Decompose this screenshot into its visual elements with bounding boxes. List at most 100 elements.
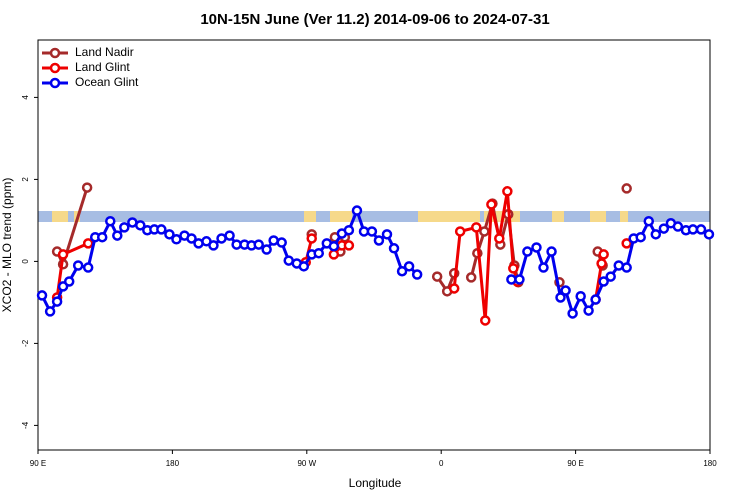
data-point	[351, 205, 363, 216]
y-tick-label: -4	[21, 421, 30, 429]
y-tick-label: 4	[21, 95, 30, 100]
data-point	[575, 291, 586, 302]
data-point	[171, 234, 182, 245]
x-tick-label: 90 E	[567, 459, 583, 468]
data-point	[306, 233, 317, 244]
x-tick-label: 180	[166, 459, 180, 468]
data-point	[328, 240, 340, 252]
data-point	[538, 262, 549, 273]
land-ocean-strip	[38, 211, 710, 222]
x-axis-label: Longitude	[349, 476, 402, 490]
data-point	[643, 215, 655, 227]
x-tick-label: 90 W	[297, 459, 316, 468]
data-point	[621, 262, 632, 273]
x-tick-label: 0	[439, 459, 444, 468]
data-point	[555, 292, 566, 303]
legend-label: Ocean Glint	[75, 75, 139, 89]
data-point	[72, 260, 84, 271]
data-point	[81, 182, 93, 193]
data-point	[479, 226, 490, 237]
x-tick-label: 90 E	[30, 459, 46, 468]
data-point	[44, 306, 56, 317]
plot-frame	[37, 39, 711, 451]
data-point	[96, 231, 108, 243]
data-point	[276, 237, 287, 248]
data-point	[590, 294, 601, 305]
data-point	[687, 224, 699, 235]
legend-marker	[49, 77, 61, 89]
data-point	[156, 224, 167, 235]
data-point	[508, 263, 519, 274]
legend-marker	[49, 62, 61, 74]
data-point	[514, 274, 525, 285]
data-point	[621, 183, 632, 194]
data-point	[431, 271, 443, 282]
chart-title: 10N-15N June (Ver 11.2) 2014-09-06 to 20…	[200, 11, 549, 28]
data-point	[598, 249, 609, 260]
data-point	[522, 246, 533, 257]
y-tick-label: -2	[21, 339, 30, 347]
x-tick-label: 180	[703, 459, 717, 468]
data-point	[403, 261, 415, 272]
data-point	[366, 226, 378, 237]
legend-marker	[49, 47, 61, 59]
data-point	[261, 244, 272, 255]
data-point	[57, 249, 69, 260]
data-point	[186, 233, 197, 244]
data-point	[502, 186, 513, 197]
data-point	[283, 255, 294, 266]
data-point	[703, 229, 715, 240]
data-point	[454, 226, 466, 237]
data-point	[135, 220, 146, 231]
data-point	[36, 290, 48, 301]
y-tick-label: 2	[21, 177, 30, 182]
data-point	[658, 223, 670, 234]
data-point	[531, 242, 542, 253]
legend-label: Land Nadir	[75, 45, 134, 59]
data-point	[596, 258, 607, 269]
data-point	[208, 240, 219, 251]
y-axis-label: XCO2 - MLO trend (ppm)	[0, 178, 14, 313]
data-point	[224, 230, 235, 241]
data-point	[621, 238, 632, 249]
data-point	[546, 246, 557, 257]
data-point	[388, 243, 400, 254]
data-point	[598, 276, 609, 287]
data-point	[695, 224, 707, 235]
data-point	[343, 240, 355, 251]
data-point	[672, 221, 684, 232]
data-point	[112, 230, 123, 241]
data-point	[471, 222, 482, 233]
data-point	[63, 276, 75, 287]
data-point	[465, 272, 477, 283]
data-point	[253, 239, 264, 250]
data-point	[486, 199, 497, 210]
data-point	[480, 315, 491, 326]
legend-label: Land Glint	[75, 60, 130, 74]
data-point	[328, 249, 340, 260]
data-point	[635, 231, 646, 243]
data-point	[506, 274, 517, 285]
data-point	[494, 233, 505, 244]
data-point	[119, 222, 130, 233]
data-point	[381, 229, 393, 240]
data-point	[560, 285, 571, 296]
data-point	[650, 229, 662, 240]
data-point	[605, 271, 616, 282]
data-point	[343, 224, 355, 236]
data-point	[105, 215, 116, 227]
data-point	[268, 235, 279, 246]
data-point	[448, 283, 460, 294]
data-point	[583, 305, 594, 316]
data-point	[164, 229, 175, 240]
data-point	[373, 235, 385, 246]
data-point	[411, 269, 423, 280]
data-point	[396, 265, 408, 277]
y-tick-label: 0	[21, 259, 30, 264]
data-point	[567, 308, 578, 319]
data-point	[82, 262, 94, 273]
data-point	[51, 296, 63, 307]
data-point	[82, 238, 94, 249]
data-point	[216, 233, 227, 244]
